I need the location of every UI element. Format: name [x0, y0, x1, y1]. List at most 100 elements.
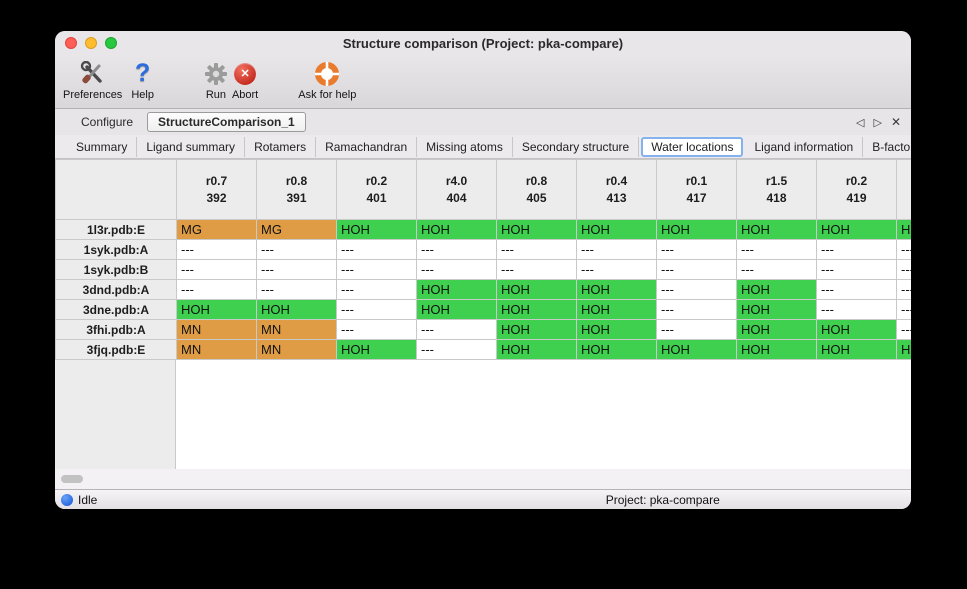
column-header[interactable]: r0.2 419	[816, 159, 897, 220]
table-cell[interactable]: ---	[256, 279, 337, 300]
table-cell[interactable]: HOH	[336, 339, 417, 360]
column-header[interactable]	[896, 159, 911, 220]
titlebar[interactable]: Structure comparison (Project: pka-compa…	[55, 31, 911, 55]
table-cell[interactable]: HOH	[176, 299, 257, 320]
table-cell[interactable]: ---	[656, 239, 737, 260]
table-cell[interactable]: HOH	[736, 299, 817, 320]
table-cell[interactable]: ---	[896, 239, 911, 260]
table-cell[interactable]: MG	[176, 219, 257, 240]
column-header[interactable]: r0.2 401	[336, 159, 417, 220]
column-header[interactable]: r0.8 405	[496, 159, 577, 220]
subtab-summary[interactable]: Summary	[67, 136, 138, 157]
table-cell[interactable]: HOH	[576, 299, 657, 320]
subtab-b-factors[interactable]: B-factors	[863, 137, 911, 157]
row-header[interactable]: 3fhi.pdb:A	[55, 319, 177, 340]
minimize-window-button[interactable]	[85, 37, 97, 49]
table-cell[interactable]: HOH	[496, 219, 577, 240]
tab-close-icon[interactable]: ✕	[890, 115, 901, 129]
column-header[interactable]: r1.5 418	[736, 159, 817, 220]
table-cell[interactable]: ---	[256, 259, 337, 280]
subtab-ligand-information[interactable]: Ligand information	[745, 136, 864, 157]
table-cell[interactable]: HOH	[896, 339, 911, 360]
tab-structurecomparison-1[interactable]: StructureComparison_1	[147, 112, 306, 132]
row-header[interactable]: 1syk.pdb:B	[55, 259, 177, 280]
table-cell[interactable]: ---	[336, 319, 417, 340]
row-header[interactable]: 3dnd.pdb:A	[55, 279, 177, 300]
abort-button[interactable]: Abort	[232, 58, 258, 101]
column-header[interactable]: r4.0 404	[416, 159, 497, 220]
table-cell[interactable]: ---	[896, 299, 911, 320]
table-cell[interactable]: ---	[416, 319, 497, 340]
table-cell[interactable]: ---	[496, 239, 577, 260]
table-cell[interactable]: ---	[656, 279, 737, 300]
tab-next-icon[interactable]: ▷	[873, 116, 882, 129]
table-cell[interactable]: HOH	[576, 219, 657, 240]
table-cell[interactable]: ---	[416, 259, 497, 280]
table-cell[interactable]: ---	[816, 299, 897, 320]
table-cell[interactable]: ---	[896, 319, 911, 340]
row-header[interactable]: 3dne.pdb:A	[55, 299, 177, 320]
table-cell[interactable]: HOH	[256, 299, 337, 320]
table-cell[interactable]: HOH	[896, 219, 911, 240]
table-cell[interactable]: HOH	[416, 299, 497, 320]
column-header[interactable]: r0.1 417	[656, 159, 737, 220]
table-cell[interactable]: ---	[896, 259, 911, 280]
table-cell[interactable]: HOH	[496, 279, 577, 300]
row-header[interactable]: 3fjq.pdb:E	[55, 339, 177, 360]
help-button[interactable]: Help	[131, 58, 154, 101]
table-cell[interactable]: ---	[176, 259, 257, 280]
table-cell[interactable]: MN	[176, 319, 257, 340]
subtab-rotamers[interactable]: Rotamers	[245, 136, 317, 157]
table-cell[interactable]: ---	[656, 259, 737, 280]
close-window-button[interactable]	[65, 37, 77, 49]
table-cell[interactable]: HOH	[736, 219, 817, 240]
table-cell[interactable]: HOH	[416, 279, 497, 300]
table-cell[interactable]: HOH	[656, 339, 737, 360]
table-cell[interactable]: ---	[176, 239, 257, 260]
table-cell[interactable]: HOH	[736, 339, 817, 360]
subtab-secondary-structure[interactable]: Secondary structure	[513, 136, 640, 157]
table-cell[interactable]: ---	[816, 259, 897, 280]
table-cell[interactable]: MG	[256, 219, 337, 240]
preferences-button[interactable]: Preferences	[63, 58, 122, 101]
zoom-window-button[interactable]	[105, 37, 117, 49]
table-cell[interactable]: ---	[336, 259, 417, 280]
scrollbar-thumb[interactable]	[61, 475, 83, 483]
table-cell[interactable]: ---	[656, 319, 737, 340]
table-cell[interactable]: ---	[416, 239, 497, 260]
table-cell[interactable]: HOH	[816, 339, 897, 360]
table-cell[interactable]: HOH	[496, 319, 577, 340]
table-cell[interactable]: ---	[336, 239, 417, 260]
table-cell[interactable]: HOH	[576, 339, 657, 360]
subtab-water-locations[interactable]: Water locations	[641, 136, 744, 157]
table-cell[interactable]: ---	[176, 279, 257, 300]
column-header[interactable]: r0.8 391	[256, 159, 337, 220]
table-cell[interactable]: HOH	[656, 219, 737, 240]
subtab-ramachandran[interactable]: Ramachandran	[316, 136, 418, 157]
row-header[interactable]: 1syk.pdb:A	[55, 239, 177, 260]
table-cell[interactable]: HOH	[416, 219, 497, 240]
run-button[interactable]: Run	[203, 58, 229, 101]
table-cell[interactable]: HOH	[736, 279, 817, 300]
table-cell[interactable]: HOH	[576, 319, 657, 340]
table-cell[interactable]: MN	[256, 339, 337, 360]
table-cell[interactable]: ---	[576, 239, 657, 260]
table-cell[interactable]: ---	[336, 279, 417, 300]
table-cell[interactable]: HOH	[816, 219, 897, 240]
table-cell[interactable]: ---	[736, 259, 817, 280]
column-header[interactable]: r0.4 413	[576, 159, 657, 220]
table-cell[interactable]: ---	[816, 279, 897, 300]
table-cell[interactable]: ---	[736, 239, 817, 260]
subtab-missing-atoms[interactable]: Missing atoms	[417, 136, 513, 157]
table-cell[interactable]: HOH	[336, 219, 417, 240]
row-header[interactable]: 1l3r.pdb:E	[55, 219, 177, 240]
table-cell[interactable]: MN	[256, 319, 337, 340]
table-cell[interactable]: HOH	[816, 319, 897, 340]
table-cell[interactable]: ---	[896, 279, 911, 300]
table-cell[interactable]: ---	[256, 239, 337, 260]
table-cell[interactable]: HOH	[576, 279, 657, 300]
table-cell[interactable]: ---	[336, 299, 417, 320]
ask-for-help-button[interactable]: Ask for help	[298, 58, 356, 101]
table-cell[interactable]: ---	[576, 259, 657, 280]
table-cell[interactable]: HOH	[496, 299, 577, 320]
